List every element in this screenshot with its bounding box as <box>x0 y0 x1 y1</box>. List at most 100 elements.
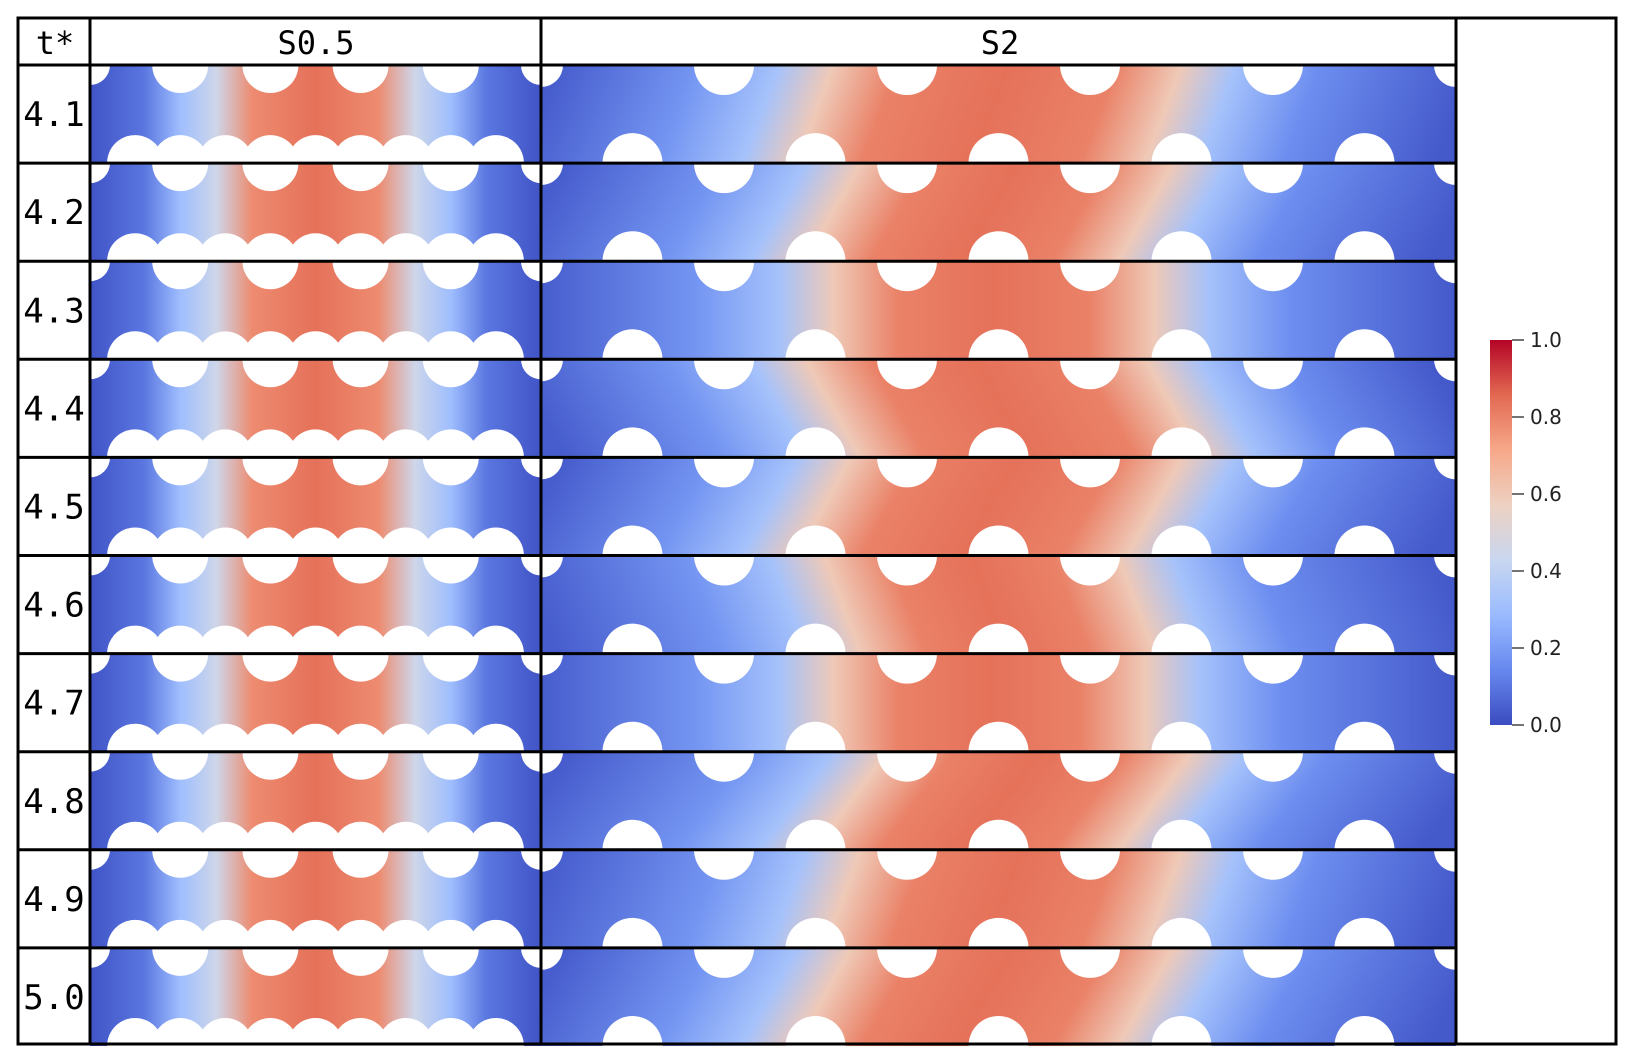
panel-s2-obstacle-bottom <box>1151 917 1212 948</box>
panel-s05-obstacle-bottom <box>422 723 479 752</box>
panel-s05-obstacle-top <box>332 947 389 976</box>
panel-s05-obstacle-bottom <box>377 723 434 752</box>
panel-s2-obstacle-bottom <box>1334 819 1395 850</box>
panel-s2-obstacle-bottom <box>785 329 846 360</box>
panel-s05-obstacle-bottom <box>287 429 344 458</box>
panel-s2-obstacle-top <box>1060 653 1120 684</box>
panel-s05-obstacle-top <box>422 555 479 584</box>
panel-s05-obstacle-bottom <box>287 723 344 752</box>
panel-s2-obstacle-bottom <box>602 819 663 850</box>
panel-s2-obstacle-top <box>877 163 937 194</box>
panel-s2-obstacle-top <box>877 261 937 292</box>
panel-s05-obstacle-bottom <box>242 1018 299 1046</box>
header-case-s05: S0.5 <box>277 24 354 62</box>
panel-s05-obstacle-top <box>422 849 479 878</box>
panel-s05-obstacle-edge <box>90 65 110 85</box>
panel-s05-obstacle-bottom <box>332 821 389 850</box>
panel-s05-obstacle-bottom <box>242 429 299 458</box>
panel-s05-obstacle-top <box>152 261 209 290</box>
panel-s2-obstacle-top <box>1060 163 1120 194</box>
panel-s05-obstacle-bottom <box>287 625 344 654</box>
panel-s05-obstacle-edge <box>90 849 110 870</box>
panel-s05-obstacle-bottom <box>242 135 299 164</box>
panel-s05-obstacle-edge <box>90 359 110 380</box>
panel-s05-obstacle-bottom <box>422 233 479 262</box>
panel-s2-obstacle-top <box>877 849 937 880</box>
row-time-label: 4.5 <box>23 487 84 527</box>
panel-s2-obstacle-bottom <box>1334 917 1395 948</box>
panel-s2-obstacle-edge <box>541 163 563 186</box>
panel-s05-obstacle-bottom <box>152 527 209 556</box>
panel-s05-obstacle-top <box>422 751 479 780</box>
panel-s05-obstacle-bottom <box>377 233 434 262</box>
colorbar: 1.0 0.8 0.6 0.4 0.2 0.0 <box>1490 328 1562 737</box>
colorbar-tick-label: 1.0 <box>1530 328 1562 352</box>
panel-s2-obstacle-bottom <box>1334 721 1395 752</box>
panel-s2-obstacle-bottom <box>602 917 663 948</box>
panel-s2-obstacle-top <box>694 849 754 880</box>
panel-s2-obstacle-edge <box>1434 163 1456 186</box>
panel-s05-obstacle-bottom <box>332 1018 389 1046</box>
panel-s05-obstacle-top <box>422 163 479 192</box>
row-time-label: 5.0 <box>23 978 84 1018</box>
panel-s05-obstacle-bottom <box>332 919 389 948</box>
table-row: 4.9 <box>23 849 1456 948</box>
panel-s05-obstacle-bottom <box>377 331 434 360</box>
panel-s2-obstacle-bottom <box>968 133 1029 164</box>
panel-s05-obstacle-bottom <box>197 527 254 556</box>
panel-s05-obstacle-top <box>152 653 209 682</box>
table-row: 4.4 <box>23 359 1456 458</box>
panel-s2-obstacle-bottom <box>602 623 663 654</box>
panel-s05-obstacle-edge <box>521 751 541 772</box>
panel-s2-obstacle-edge <box>1434 359 1456 382</box>
panel-s2-obstacle-top <box>1060 261 1120 292</box>
panel-s2-obstacle-top <box>1060 359 1120 390</box>
panel-s05-obstacle-bottom <box>242 919 299 948</box>
panel-s2-obstacle-top <box>694 751 754 782</box>
panel-s2-obstacle-bottom <box>968 1016 1029 1046</box>
panel-s05-obstacle-top <box>152 947 209 976</box>
panel-s2-obstacle-top <box>1243 261 1303 292</box>
panel-s2-obstacle-bottom <box>1151 525 1212 556</box>
panel-s05-obstacle-top <box>242 555 299 584</box>
panel-s05-obstacle-edge <box>90 947 110 968</box>
panel-s05-obstacle-bottom <box>467 625 524 654</box>
panel-s2-obstacle-bottom <box>602 427 663 458</box>
panel-s2-obstacle-bottom <box>1151 133 1212 164</box>
panel-s05-obstacle-edge <box>90 163 110 184</box>
panel-s05-obstacle-bottom <box>242 723 299 752</box>
panel-s05-obstacle-bottom <box>467 135 524 164</box>
panel-s2-obstacle-edge <box>541 457 563 480</box>
panel-s05-obstacle-bottom <box>377 1018 434 1046</box>
panel-s05-obstacle-edge <box>90 261 110 282</box>
panel-s05-obstacle-bottom <box>377 527 434 556</box>
panel-s2-obstacle-bottom <box>1334 1016 1395 1046</box>
panel-s05-obstacle-bottom <box>242 331 299 360</box>
header-case-s2: S2 <box>981 24 1020 62</box>
panel-s2-obstacle-edge <box>1434 751 1456 774</box>
panel-s05-obstacle-bottom <box>287 233 344 262</box>
panel-s2-obstacle-bottom <box>1334 329 1395 360</box>
panel-s2-obstacle-top <box>1243 457 1303 488</box>
panel-s05-obstacle-bottom <box>422 919 479 948</box>
panel-s05-obstacle-bottom <box>377 821 434 850</box>
panel-s05-obstacle-bottom <box>197 919 254 948</box>
panel-s2-obstacle-bottom <box>1151 623 1212 654</box>
panel-s2-obstacle-bottom <box>1151 329 1212 360</box>
panel-s05-obstacle-edge <box>521 261 541 282</box>
panel-s05-obstacle-top <box>242 457 299 486</box>
panel-s05-obstacle-top <box>332 359 389 388</box>
panel-s05-obstacle-bottom <box>152 821 209 850</box>
table-row: 4.1 <box>23 65 1456 164</box>
panel-s2-obstacle-top <box>1060 947 1120 978</box>
panel-s2-obstacle-bottom <box>785 427 846 458</box>
panel-s2-obstacle-top <box>694 457 754 488</box>
panel-s05-obstacle-edge <box>521 555 541 576</box>
colorbar-tick-label: 0.0 <box>1530 713 1562 737</box>
panel-s05-obstacle-bottom <box>197 723 254 752</box>
panel-s05-obstacle-bottom <box>152 723 209 752</box>
panel-s05-obstacle-top <box>242 163 299 192</box>
panel-s2-obstacle-bottom <box>602 721 663 752</box>
panel-s05-obstacle-top <box>422 65 479 94</box>
